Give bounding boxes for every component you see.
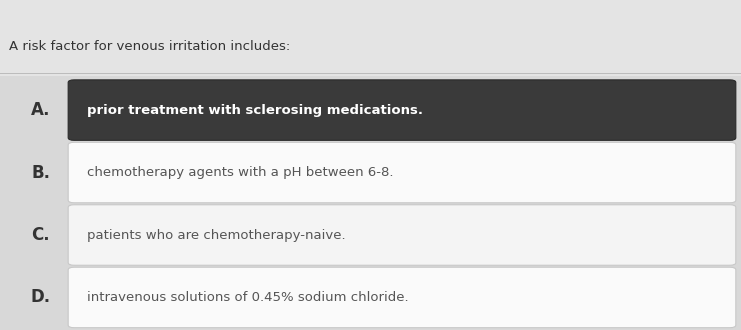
FancyBboxPatch shape xyxy=(0,76,741,330)
FancyBboxPatch shape xyxy=(68,205,736,265)
Text: D.: D. xyxy=(30,288,51,307)
Text: prior treatment with sclerosing medications.: prior treatment with sclerosing medicati… xyxy=(87,104,423,116)
Text: patients who are chemotherapy-naive.: patients who are chemotherapy-naive. xyxy=(87,228,346,242)
Text: A risk factor for venous irritation includes:: A risk factor for venous irritation incl… xyxy=(9,40,290,52)
Text: chemotherapy agents with a pH between 6-8.: chemotherapy agents with a pH between 6-… xyxy=(87,166,394,179)
FancyBboxPatch shape xyxy=(68,80,736,140)
Text: B.: B. xyxy=(31,164,50,182)
Text: intravenous solutions of 0.45% sodium chloride.: intravenous solutions of 0.45% sodium ch… xyxy=(87,291,409,304)
FancyBboxPatch shape xyxy=(68,267,736,328)
FancyBboxPatch shape xyxy=(68,142,736,203)
Text: A.: A. xyxy=(31,101,50,119)
Text: C.: C. xyxy=(31,226,50,244)
